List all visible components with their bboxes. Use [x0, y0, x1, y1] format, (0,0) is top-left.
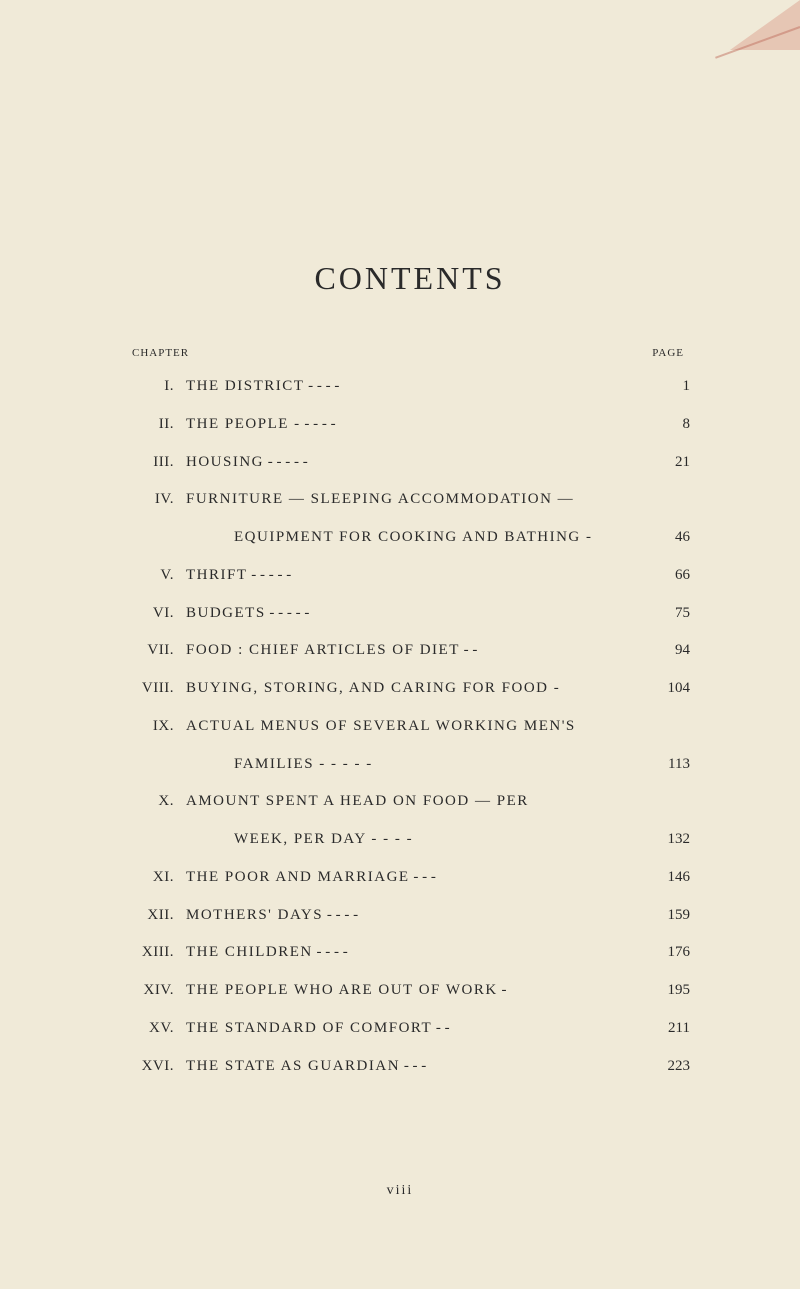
toc-entry: IX.ACTUAL MENUS OF SEVERAL WORKING MEN'S — [130, 713, 690, 741]
chapter-title-cont: EQUIPMENT FOR COOKING AND BATHING - — [234, 524, 640, 552]
contents-heading: CONTENTS — [130, 260, 690, 297]
chapter-page: 75 — [640, 600, 690, 628]
toc-entry: III.HOUSING - - - - -21 — [130, 449, 690, 477]
chapter-page: 46 — [640, 524, 690, 552]
toc-entry: VIII.BUYING, STORING, AND CARING FOR FOO… — [130, 675, 690, 703]
chapter-title: BUDGETS - - - - - — [186, 600, 640, 628]
toc-entry: VI.BUDGETS - - - - -75 — [130, 600, 690, 628]
chapter-page: 223 — [640, 1053, 690, 1081]
chapter-title-cont: WEEK, PER DAY - - - - — [234, 826, 640, 854]
chapter-page: 113 — [640, 751, 690, 779]
toc-entry: IV.FURNITURE — SLEEPING ACCOMMODATION — — [130, 486, 690, 514]
chapter-roman: XII. — [130, 902, 186, 930]
chapter-page: 66 — [640, 562, 690, 590]
chapter-title: THRIFT - - - - - — [186, 562, 640, 590]
toc-entry: XVI.THE STATE AS GUARDIAN - - -223 — [130, 1053, 690, 1081]
page-corner-fold — [730, 0, 800, 50]
chapter-title: HOUSING - - - - - — [186, 449, 640, 477]
chapter-page: 146 — [640, 864, 690, 892]
chapter-roman: I. — [130, 373, 186, 401]
table-of-contents: I.THE DISTRICT - - - -1 II.THE PEOPLE - -… — [130, 373, 690, 1080]
chapter-roman: XVI. — [130, 1053, 186, 1081]
chapter-roman: V. — [130, 562, 186, 590]
chapter-page: 8 — [640, 411, 690, 439]
chapter-title: THE STATE AS GUARDIAN - - - — [186, 1053, 640, 1081]
chapter-page: 159 — [640, 902, 690, 930]
chapter-page: 21 — [640, 449, 690, 477]
toc-entry: VII.FOOD : CHIEF ARTICLES OF DIET - -94 — [130, 637, 690, 665]
chapter-page: 176 — [640, 939, 690, 967]
toc-entry: XI.THE POOR AND MARRIAGE - - -146 — [130, 864, 690, 892]
chapter-title-cont: FAMILIES - - - - - — [234, 751, 640, 779]
chapter-page: 132 — [640, 826, 690, 854]
chapter-roman: III. — [130, 449, 186, 477]
chapter-title: FURNITURE — SLEEPING ACCOMMODATION — — [186, 486, 640, 514]
page-number-footer: viii — [0, 1183, 800, 1199]
toc-entry: XIV.THE PEOPLE WHO ARE OUT OF WORK -195 — [130, 977, 690, 1005]
chapter-page: 195 — [640, 977, 690, 1005]
toc-entry: X.AMOUNT SPENT A HEAD ON FOOD — PER — [130, 788, 690, 816]
chapter-title: THE CHILDREN - - - - — [186, 939, 640, 967]
chapter-column-label: CHAPTER — [132, 347, 189, 359]
chapter-page: 104 — [640, 675, 690, 703]
toc-entry-continuation: WEEK, PER DAY - - - -132 — [130, 826, 690, 854]
toc-entry: II.THE PEOPLE - - - - -8 — [130, 411, 690, 439]
toc-entry-continuation: EQUIPMENT FOR COOKING AND BATHING -46 — [130, 524, 690, 552]
chapter-title: BUYING, STORING, AND CARING FOR FOOD - — [186, 675, 640, 703]
chapter-title: THE POOR AND MARRIAGE - - - — [186, 864, 640, 892]
chapter-roman: VIII. — [130, 675, 186, 703]
chapter-page: 94 — [640, 637, 690, 665]
chapter-roman: XIV. — [130, 977, 186, 1005]
chapter-title: THE PEOPLE - - - - - — [186, 411, 640, 439]
toc-entry: XV.THE STANDARD OF COMFORT - -211 — [130, 1015, 690, 1043]
chapter-title: FOOD : CHIEF ARTICLES OF DIET - - — [186, 637, 640, 665]
chapter-title: THE DISTRICT - - - - — [186, 373, 640, 401]
column-header-row: CHAPTER PAGE — [130, 347, 690, 359]
toc-entry: I.THE DISTRICT - - - -1 — [130, 373, 690, 401]
chapter-title: AMOUNT SPENT A HEAD ON FOOD — PER — [186, 788, 640, 816]
chapter-page: 211 — [640, 1015, 690, 1043]
chapter-roman: II. — [130, 411, 186, 439]
chapter-roman: VII. — [130, 637, 186, 665]
chapter-roman: X. — [130, 788, 186, 816]
chapter-roman: IX. — [130, 713, 186, 741]
chapter-title: THE PEOPLE WHO ARE OUT OF WORK - — [186, 977, 640, 1005]
toc-entry-continuation: FAMILIES - - - - -113 — [130, 751, 690, 779]
chapter-title: MOTHERS' DAYS - - - - — [186, 902, 640, 930]
toc-entry: XIII.THE CHILDREN - - - -176 — [130, 939, 690, 967]
page-column-label: PAGE — [652, 347, 684, 359]
toc-entry: XII.MOTHERS' DAYS - - - -159 — [130, 902, 690, 930]
chapter-roman: VI. — [130, 600, 186, 628]
toc-entry: V.THRIFT - - - - -66 — [130, 562, 690, 590]
chapter-roman: XI. — [130, 864, 186, 892]
chapter-roman: IV. — [130, 486, 186, 514]
chapter-title: THE STANDARD OF COMFORT - - — [186, 1015, 640, 1043]
chapter-roman: XIII. — [130, 939, 186, 967]
chapter-title: ACTUAL MENUS OF SEVERAL WORKING MEN'S — [186, 713, 640, 741]
chapter-page: 1 — [640, 373, 690, 401]
chapter-roman: XV. — [130, 1015, 186, 1043]
